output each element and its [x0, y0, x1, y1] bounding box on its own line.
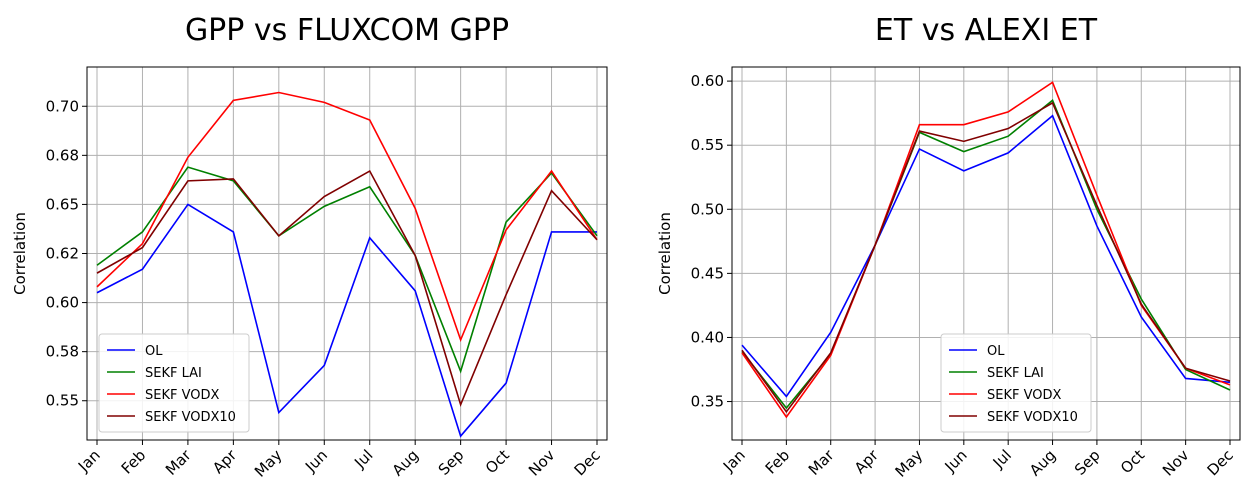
data-line: [96, 203, 597, 438]
x-tick-label: May: [892, 446, 927, 481]
legend-box: [98, 333, 250, 433]
x-tick-label: Nov: [1159, 446, 1193, 480]
y-axis-label: Correlation: [656, 212, 674, 295]
x-tick-label: Feb: [762, 446, 794, 478]
legend-box: [940, 333, 1092, 433]
x-tick-label: Jan: [719, 446, 749, 476]
legend-label: SEKF VODX10: [145, 410, 236, 425]
legend-label: SEKF LAI: [145, 366, 202, 381]
x-tick-label: Mar: [805, 446, 838, 479]
y-tick-label: 0.70: [46, 97, 79, 115]
x-tick-label: Jun: [301, 446, 331, 476]
chart-title: GPP vs FLUXCOM GPP: [185, 13, 509, 48]
x-tick-label: Aug: [1026, 446, 1059, 479]
y-tick-label: 0.55: [691, 136, 724, 154]
x-tick-label: Apr: [851, 446, 883, 478]
legend-label: SEKF VODX: [987, 388, 1062, 403]
y-tick-label: 0.55: [46, 392, 79, 410]
legend-label: OL: [987, 344, 1005, 359]
y-tick-label: 0.60: [46, 294, 79, 312]
y-axis-label: Correlation: [11, 212, 29, 295]
legend-label: SEKF VODX: [145, 388, 220, 403]
chart-title: ET vs ALEXI ET: [875, 13, 1098, 48]
y-tick-label: 0.65: [46, 195, 79, 213]
y-tick-label: 0.62: [46, 245, 79, 263]
x-tick-label: Jan: [74, 446, 104, 476]
data-line: [96, 166, 598, 374]
legend-label: SEKF LAI: [987, 366, 1044, 381]
x-tick-label: Jun: [941, 446, 971, 476]
y-tick-label: 0.45: [691, 264, 724, 282]
plot-frame: [731, 66, 1241, 441]
legend-label: SEKF VODX10: [987, 410, 1078, 425]
x-tick-label: Aug: [389, 446, 422, 479]
data-line: [96, 91, 598, 343]
plot-frame: [86, 66, 608, 441]
x-tick-label: Oct: [1117, 446, 1148, 477]
legend-label: OL: [145, 344, 163, 359]
data-line: [741, 114, 1231, 398]
x-tick-label: Jul: [989, 446, 1015, 472]
x-tick-label: May: [251, 446, 286, 481]
y-tick-label: 0.58: [46, 343, 79, 361]
x-tick-label: Dec: [1204, 446, 1237, 479]
x-tick-label: Apr: [209, 446, 241, 478]
y-tick-label: 0.68: [46, 146, 79, 164]
data-line: [96, 169, 598, 408]
x-tick-label: Sep: [435, 446, 468, 479]
x-tick-label: Mar: [162, 446, 195, 479]
y-tick-label: 0.50: [691, 200, 724, 218]
x-tick-label: Nov: [525, 446, 559, 480]
x-tick-label: Oct: [482, 446, 513, 477]
x-tick-label: Jul: [350, 446, 376, 472]
data-line: [741, 101, 1231, 414]
y-tick-label: 0.60: [691, 72, 724, 90]
x-tick-label: Feb: [118, 446, 150, 478]
x-tick-label: Sep: [1071, 446, 1104, 479]
y-tick-label: 0.40: [691, 328, 724, 346]
x-tick-label: Dec: [571, 446, 604, 479]
y-tick-label: 0.35: [691, 393, 724, 411]
